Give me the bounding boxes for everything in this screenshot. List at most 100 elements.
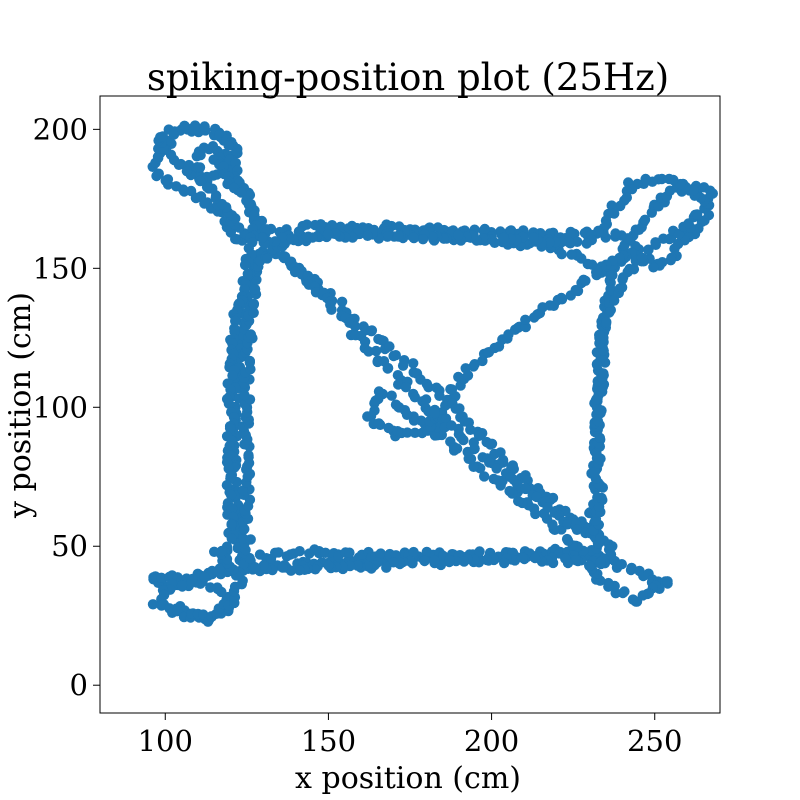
data-point xyxy=(589,467,600,478)
data-point xyxy=(323,560,334,571)
data-point xyxy=(520,483,531,495)
data-point xyxy=(488,473,499,485)
data-point xyxy=(544,237,555,248)
data-point xyxy=(245,329,257,340)
y-axis-ticks: 0 50 100 150 200 xyxy=(33,112,100,702)
data-point xyxy=(225,489,237,501)
data-point xyxy=(273,547,284,558)
data-point xyxy=(363,346,374,357)
data-point xyxy=(650,237,661,248)
data-point xyxy=(205,582,216,593)
data-point xyxy=(277,562,288,573)
data-point xyxy=(201,181,213,193)
data-point xyxy=(513,495,524,507)
data-point xyxy=(458,556,470,567)
data-point xyxy=(517,552,529,563)
data-point xyxy=(402,427,413,438)
data-point xyxy=(310,287,322,298)
data-point xyxy=(366,325,378,336)
data-point xyxy=(294,546,305,557)
y-tick-label: 0 xyxy=(70,668,88,702)
data-point xyxy=(195,175,206,187)
data-point xyxy=(417,234,429,245)
data-point xyxy=(444,554,455,566)
data-point xyxy=(429,555,440,566)
data-point xyxy=(432,222,444,233)
data-point xyxy=(528,232,539,243)
data-point xyxy=(615,200,626,212)
data-point xyxy=(237,485,249,496)
data-point xyxy=(199,121,210,132)
data-point xyxy=(434,390,445,401)
data-point xyxy=(584,560,595,571)
data-point xyxy=(469,443,480,454)
data-point xyxy=(239,259,251,271)
data-point xyxy=(594,329,605,341)
data-point xyxy=(397,360,409,371)
data-point xyxy=(572,285,584,297)
data-point xyxy=(244,355,255,367)
data-point xyxy=(373,418,384,429)
data-point xyxy=(408,232,419,243)
data-point xyxy=(365,410,377,422)
data-point xyxy=(243,198,254,209)
data-point xyxy=(491,463,502,474)
y-tick-label: 200 xyxy=(33,112,88,146)
data-point xyxy=(665,255,676,266)
data-point xyxy=(370,345,382,357)
data-point xyxy=(181,166,193,177)
data-point xyxy=(248,298,260,310)
data-point xyxy=(445,436,456,447)
data-point xyxy=(388,557,399,568)
data-point xyxy=(227,370,238,381)
data-point xyxy=(209,546,220,557)
data-point xyxy=(458,434,469,446)
data-point xyxy=(179,120,190,131)
data-point xyxy=(610,228,621,239)
data-point xyxy=(529,552,541,564)
data-point xyxy=(598,368,609,379)
data-point xyxy=(258,560,269,571)
x-tick-label: 150 xyxy=(301,724,356,758)
data-point xyxy=(616,559,627,570)
data-point xyxy=(245,534,256,545)
data-point xyxy=(581,238,592,249)
data-point xyxy=(423,382,434,393)
data-point xyxy=(520,314,531,325)
data-point xyxy=(189,120,201,131)
data-point xyxy=(381,562,392,573)
data-point xyxy=(460,363,471,374)
data-point xyxy=(223,140,234,151)
data-point xyxy=(239,389,250,401)
data-point xyxy=(688,185,699,196)
data-point xyxy=(310,564,321,575)
data-point xyxy=(216,545,228,557)
data-point xyxy=(560,553,571,564)
data-point xyxy=(242,268,253,280)
data-point xyxy=(508,463,519,475)
data-point xyxy=(250,562,261,573)
data-point xyxy=(504,226,515,237)
data-point xyxy=(454,403,465,414)
x-tick-label: 250 xyxy=(627,724,682,758)
data-point xyxy=(446,384,458,395)
data-point xyxy=(421,546,432,558)
data-point xyxy=(479,471,490,482)
data-point xyxy=(691,209,703,220)
data-point xyxy=(384,341,395,352)
data-point xyxy=(156,572,167,583)
data-point xyxy=(570,555,581,566)
data-point xyxy=(153,168,164,179)
data-point xyxy=(556,292,567,304)
data-point xyxy=(485,439,496,450)
data-point xyxy=(386,390,397,401)
data-point xyxy=(226,533,237,544)
data-point xyxy=(176,580,188,591)
data-point xyxy=(484,457,495,468)
data-point xyxy=(336,296,348,307)
data-point xyxy=(563,237,574,248)
data-point xyxy=(474,546,485,557)
data-point xyxy=(347,232,358,243)
data-point xyxy=(199,571,210,583)
